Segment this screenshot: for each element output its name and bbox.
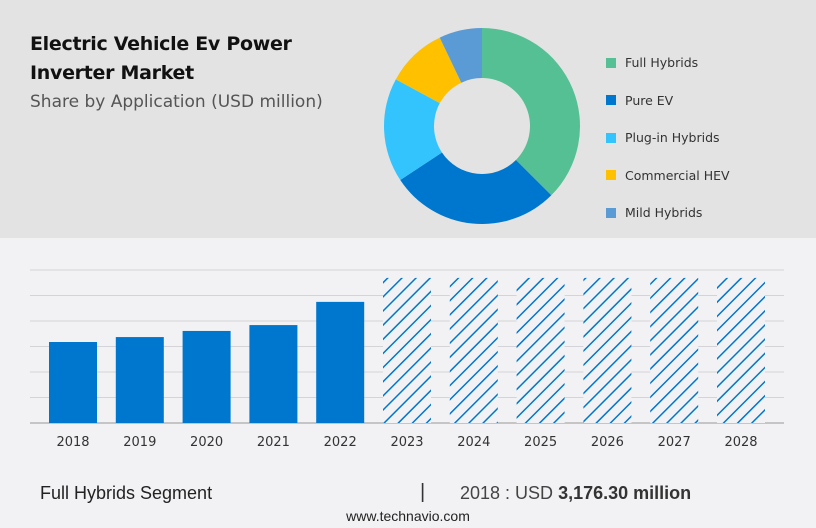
donut-slice-pure-ev: [400, 152, 552, 224]
legend-swatch: [606, 170, 616, 181]
legend-swatch: [606, 132, 616, 143]
legend-item: Full Hybrids: [606, 44, 730, 82]
legend-swatch: [606, 57, 616, 68]
forecast-bar: [516, 277, 565, 423]
forecast-bar: [383, 277, 431, 423]
legend-label: Commercial HEV: [625, 167, 730, 183]
bar: [182, 330, 231, 423]
x-tick-label: 2023: [390, 435, 423, 450]
legend-label: Plug-in Hybrids: [625, 130, 720, 146]
bar: [115, 337, 164, 423]
title-line-1: Electric Vehicle Ev Power: [30, 33, 292, 55]
donut-slice-full-hybrids: [482, 28, 580, 196]
donut-slice-plug-in-hybrids: [384, 79, 442, 181]
donut-slice-commercial-hev: [395, 37, 462, 104]
year-label: 2018 : USD: [460, 483, 559, 503]
legend-swatch: [606, 95, 616, 106]
forecast-bar: [583, 277, 632, 423]
segment-label: Full Hybrids Segment: [40, 483, 213, 503]
bar: [49, 342, 97, 423]
x-tick-label: 2018: [56, 435, 89, 450]
x-tick-label: 2027: [658, 435, 691, 450]
title-line-2: Inverter Market: [30, 62, 194, 84]
separator: |: [420, 481, 426, 503]
x-tick-label: 2028: [724, 435, 757, 450]
legend-label: Mild Hybrids: [625, 205, 703, 221]
bar: [249, 325, 298, 423]
value-amount: 3,176.30 million: [558, 483, 692, 503]
legend-label: Full Hybrids: [625, 55, 699, 71]
x-tick-label: 2021: [257, 435, 290, 450]
legend-item: Commercial HEV: [606, 157, 730, 195]
legend-item: Mild Hybrids: [606, 194, 730, 232]
legend-label: Pure EV: [625, 92, 674, 108]
page-title: Electric Vehicle Ev Power Inverter Market: [30, 30, 292, 88]
website-link[interactable]: www.technavio.com: [346, 508, 470, 524]
bar: [316, 301, 365, 423]
segment-value: 2018 : USD 3,176.30 million: [460, 483, 691, 504]
subtitle: Share by Application (USD million): [30, 92, 323, 112]
legend-swatch: [606, 207, 616, 218]
x-tick-label: 2019: [123, 435, 156, 450]
legend: Full Hybrids Pure EV Plug-in Hybrids Commer…: [606, 44, 730, 232]
x-tick-label: 2022: [324, 435, 357, 450]
donut-slice-mild-hybrids: [439, 28, 482, 83]
forecast-bar: [717, 277, 765, 423]
forecast-bar: [650, 277, 699, 423]
forecast-bar: [449, 277, 498, 423]
x-tick-label: 2024: [457, 435, 490, 450]
x-tick-label: 2025: [524, 435, 557, 450]
x-tick-label: 2026: [591, 435, 624, 450]
x-tick-label: 2020: [190, 435, 223, 450]
legend-item: Plug-in Hybrids: [606, 119, 730, 157]
legend-item: Pure EV: [606, 82, 730, 120]
